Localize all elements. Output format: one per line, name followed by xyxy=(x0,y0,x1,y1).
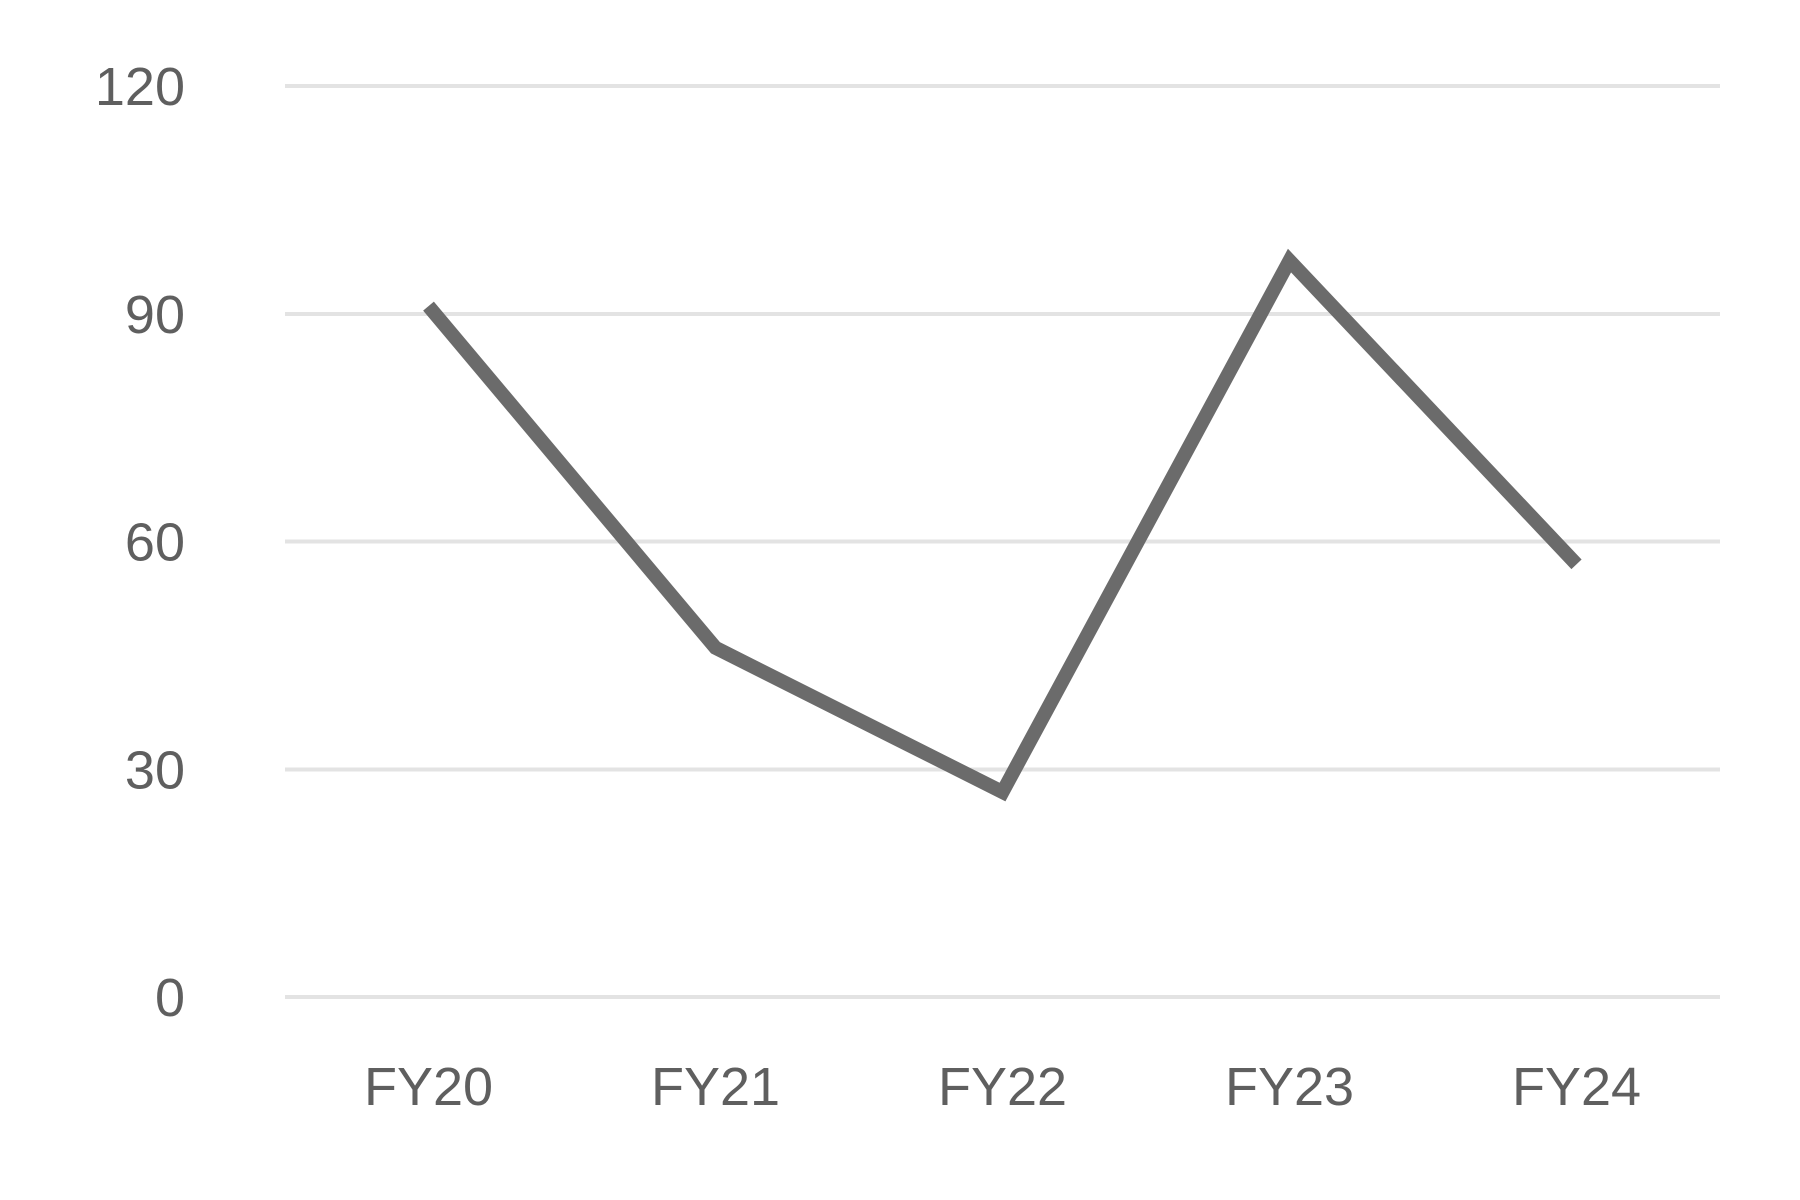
data-point-fy22 xyxy=(1002,791,1004,793)
series-layer xyxy=(423,248,1582,802)
data-point-fy23 xyxy=(1289,260,1291,262)
y-tick-label: 120 xyxy=(95,57,185,117)
x-tick-label-fy24: FY24 xyxy=(1512,1057,1641,1117)
data-point-fy21 xyxy=(715,647,717,649)
y-tick-label: 90 xyxy=(125,285,185,345)
gridlines xyxy=(285,84,1720,999)
series-line-0 xyxy=(423,248,1582,802)
data-point-fy20 xyxy=(428,305,430,307)
x-tick-label-fy23: FY23 xyxy=(1225,1057,1354,1117)
x-tick-label-fy22: FY22 xyxy=(938,1057,1067,1117)
y-tick-label: 60 xyxy=(125,513,185,573)
x-axis: FY20 FY21 FY22 FY23 FY24 xyxy=(364,1057,1641,1117)
x-tick-label-fy20: FY20 xyxy=(364,1057,493,1117)
y-tick-label: 0 xyxy=(155,968,185,1028)
y-axis: 0 30 60 90 120 xyxy=(95,57,185,1028)
x-tick-label-fy21: FY21 xyxy=(651,1057,780,1117)
data-point-fy24 xyxy=(1576,563,1578,565)
y-tick-label: 30 xyxy=(125,740,185,800)
